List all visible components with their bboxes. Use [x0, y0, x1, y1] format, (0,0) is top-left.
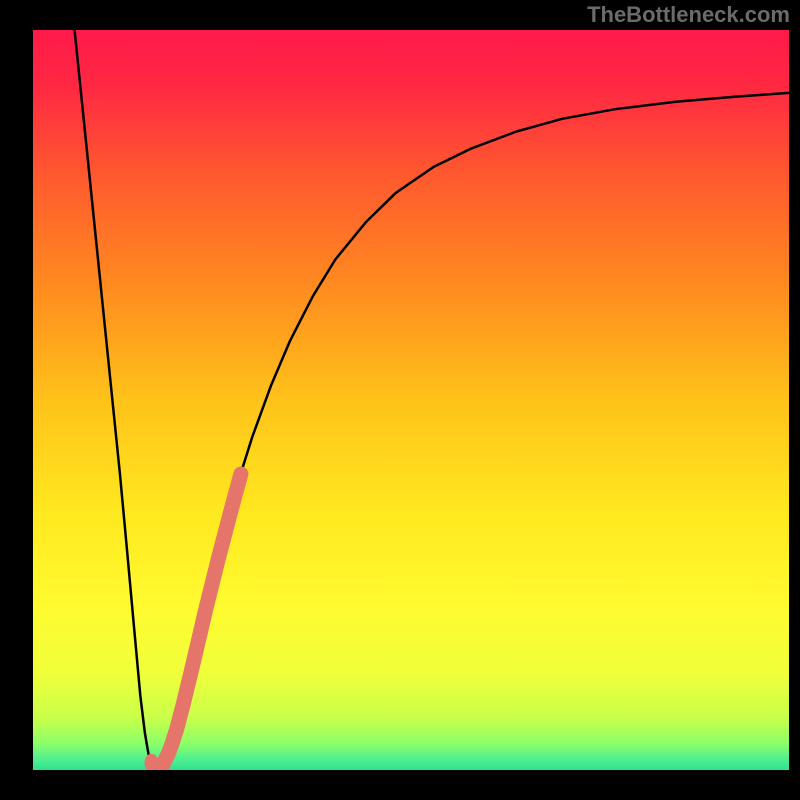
watermark-text: TheBottleneck.com — [587, 2, 790, 28]
chart-frame: TheBottleneck.com — [0, 0, 800, 800]
plot-area — [33, 30, 789, 770]
highlighted-range-marker — [33, 30, 789, 770]
